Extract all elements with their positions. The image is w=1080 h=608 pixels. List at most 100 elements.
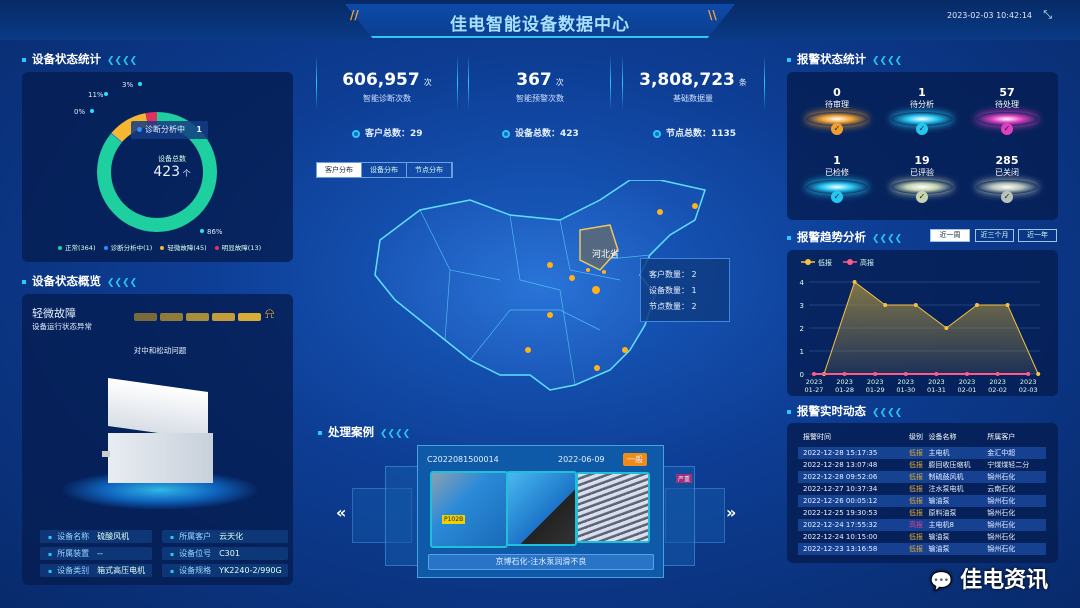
data-point — [903, 372, 908, 376]
cell: 制硫鼓风机 — [928, 471, 988, 483]
alarm-status-3[interactable]: 1 已检修 ✓ — [797, 150, 877, 214]
tooltip-value: 1 — [196, 125, 202, 134]
alarm-label: 待审理 — [825, 100, 849, 109]
legend-label: 高报 — [860, 258, 874, 267]
case-card-active[interactable]: C2022081500014 2022-06-09 一般 P102B 京博石化-… — [417, 445, 664, 578]
total-devices: 设备总数：423 — [502, 126, 579, 139]
range-3-months-button[interactable]: 近三个月 — [975, 229, 1014, 242]
table-row[interactable]: 2022-12-28 15:17:35 低报 主电机 金汇中超 — [798, 447, 1046, 459]
alarm-count: 19 — [914, 154, 930, 167]
chevrons-icon: ❮❮❮❮ — [872, 56, 903, 66]
table-row[interactable]: 2022-12-28 13:07:48 低报 膨回收压缩机 宁煤煤轻二分 — [798, 459, 1046, 471]
status-icon: ✓ — [831, 123, 843, 135]
case-photo[interactable] — [576, 472, 650, 543]
cell: 2022-12-24 17:55:32 — [798, 519, 909, 531]
alarm-count: 1 — [918, 86, 926, 99]
table-row[interactable]: 2022-12-23 13:16:58 低报 输油泵 锦州石化 — [798, 543, 1046, 555]
x-tick-label: 2023 — [959, 378, 976, 386]
y-tick-label: 0 — [800, 371, 804, 379]
cell: 输油泵 — [928, 533, 950, 541]
table-row[interactable]: 2022-12-28 09:52:06 低报 制硫鼓风机 锦州石化 — [798, 471, 1046, 483]
table-row[interactable]: 2022-12-26 00:05:12 低报 输油泵 锦州石化 — [798, 495, 1046, 507]
alarm-count: 285 — [995, 154, 1019, 167]
data-point — [842, 372, 847, 376]
section-title-text: 报警趋势分析 — [797, 230, 866, 244]
province-label: 河北省 — [592, 248, 619, 260]
chevrons-icon: ❮❮❮❮ — [872, 408, 903, 418]
alarm-status-grid: 0 待审理 ✓ 1 待分析 ✓ 57 待处理 ✓ 1 已检修 ✓ 19 已评验 ✓ 285 已关闭 ✓ — [797, 82, 1052, 214]
data-point — [995, 372, 1000, 376]
carousel-next-button[interactable]: » — [726, 503, 737, 522]
cell: 高报 — [908, 519, 929, 531]
col-time: 报警时间 — [803, 433, 831, 441]
col-level: 级别 — [908, 433, 923, 441]
tab-node-distribution[interactable]: 节点分布 — [407, 163, 452, 177]
china-map[interactable]: 河北省 — [360, 180, 740, 420]
level-segment — [186, 313, 209, 321]
alarm-label: 已评验 — [910, 168, 934, 177]
range-year-button[interactable]: 近一年 — [1018, 229, 1057, 242]
x-tick-label: 2023 — [898, 378, 915, 386]
col-device: 设备名称 — [928, 433, 957, 441]
cell: 主电机 — [928, 447, 988, 459]
cell: 输油泵 — [928, 543, 988, 555]
fullscreen-icon[interactable]: ⤡ — [1043, 8, 1052, 21]
cell: 金汇中超 — [987, 447, 1046, 459]
legend-label: 低报 — [818, 258, 832, 267]
province-hebei[interactable] — [579, 224, 619, 271]
cell: 锦州石化 — [987, 533, 1016, 541]
stat-warning-count: 367 次智能预警次数 — [516, 70, 564, 103]
x-tick-label: 2023 — [806, 378, 823, 386]
legend-item-diagnosing[interactable]: 诊断分析中(1) — [103, 244, 152, 252]
case-photo[interactable] — [506, 471, 577, 546]
alarm-status-2[interactable]: 57 待处理 ✓ — [967, 82, 1047, 146]
alarm-status-0[interactable]: 0 待审理 ✓ — [797, 82, 877, 146]
alarm-status-1[interactable]: 1 待分析 ✓ — [882, 82, 962, 146]
data-point — [873, 372, 878, 376]
alarm-status-5[interactable]: 285 已关闭 ✓ — [967, 150, 1047, 214]
label-dot — [90, 109, 94, 113]
legend-item-major-fault[interactable]: 明显故障(13) — [214, 244, 261, 252]
table-row[interactable]: 2022-12-24 10:15:00 低报 输油泵 锦州石化 — [798, 531, 1046, 543]
tab-device-distribution[interactable]: 设备分布 — [362, 163, 407, 177]
divider — [316, 55, 317, 110]
y-tick-label: 4 — [800, 279, 805, 287]
stat-data-volume: 3,808,723 条基础数据量 — [639, 70, 747, 103]
data-point — [975, 303, 979, 307]
alarm-status-4[interactable]: 19 已评验 ✓ — [882, 150, 962, 214]
status-icon: ✓ — [1001, 123, 1013, 135]
photo-tag: P102B — [442, 515, 466, 524]
cell: 主电机8 — [928, 519, 988, 531]
table-row[interactable]: 2022-12-27 10:37:34 低报 注水泵电机 云南石化 — [798, 483, 1046, 495]
range-week-button[interactable]: 近一周 — [930, 229, 970, 242]
legend-item-minor-fault[interactable]: 轻微故障(45) — [160, 244, 207, 252]
x-tick-label: 2023 — [928, 378, 945, 386]
table-row[interactable]: 2022-12-25 19:30:53 低报 原料油泵 锦州石化 — [798, 507, 1046, 519]
percent-label: 3% — [122, 81, 133, 89]
x-tick-label: 2023 — [867, 378, 884, 386]
status-icon: ✓ — [1001, 191, 1013, 203]
data-point — [934, 372, 939, 376]
x-tick-label: 01-27 — [805, 386, 824, 394]
tab-customer-distribution[interactable]: 客户分布 — [317, 163, 362, 177]
table-row[interactable]: 2022-12-24 17:55:32 高报 主电机8 锦州石化 — [798, 519, 1046, 531]
data-point — [913, 303, 918, 307]
alarm-count: 0 — [833, 86, 841, 99]
tooltip-label: 诊断分析中 — [145, 125, 185, 134]
cell: 低报 — [908, 543, 929, 555]
carousel-prev-button[interactable]: « — [336, 503, 347, 522]
x-tick-label: 02-02 — [988, 386, 1007, 394]
divider — [764, 55, 765, 110]
x-tick-label: 01-30 — [896, 386, 915, 394]
legend-item-normal[interactable]: 正常(364) — [58, 244, 95, 252]
donut-slice-2 — [111, 113, 149, 143]
table-header: 报警时间 级别 设备名称 所属客户 — [798, 427, 1046, 447]
glow-disc — [976, 112, 1038, 126]
map-tooltip: 客户数量： 2 设备数量： 1 节点数量： 2 — [640, 258, 730, 322]
y-tick-label: 3 — [800, 302, 804, 310]
cell: 宁煤煤轻二分 — [987, 461, 1030, 469]
case-photo[interactable]: P102B — [430, 471, 508, 548]
donut-legend: 正常(364) 诊断分析中(1) 轻微故障(45) 明显故障(13) — [58, 242, 267, 252]
